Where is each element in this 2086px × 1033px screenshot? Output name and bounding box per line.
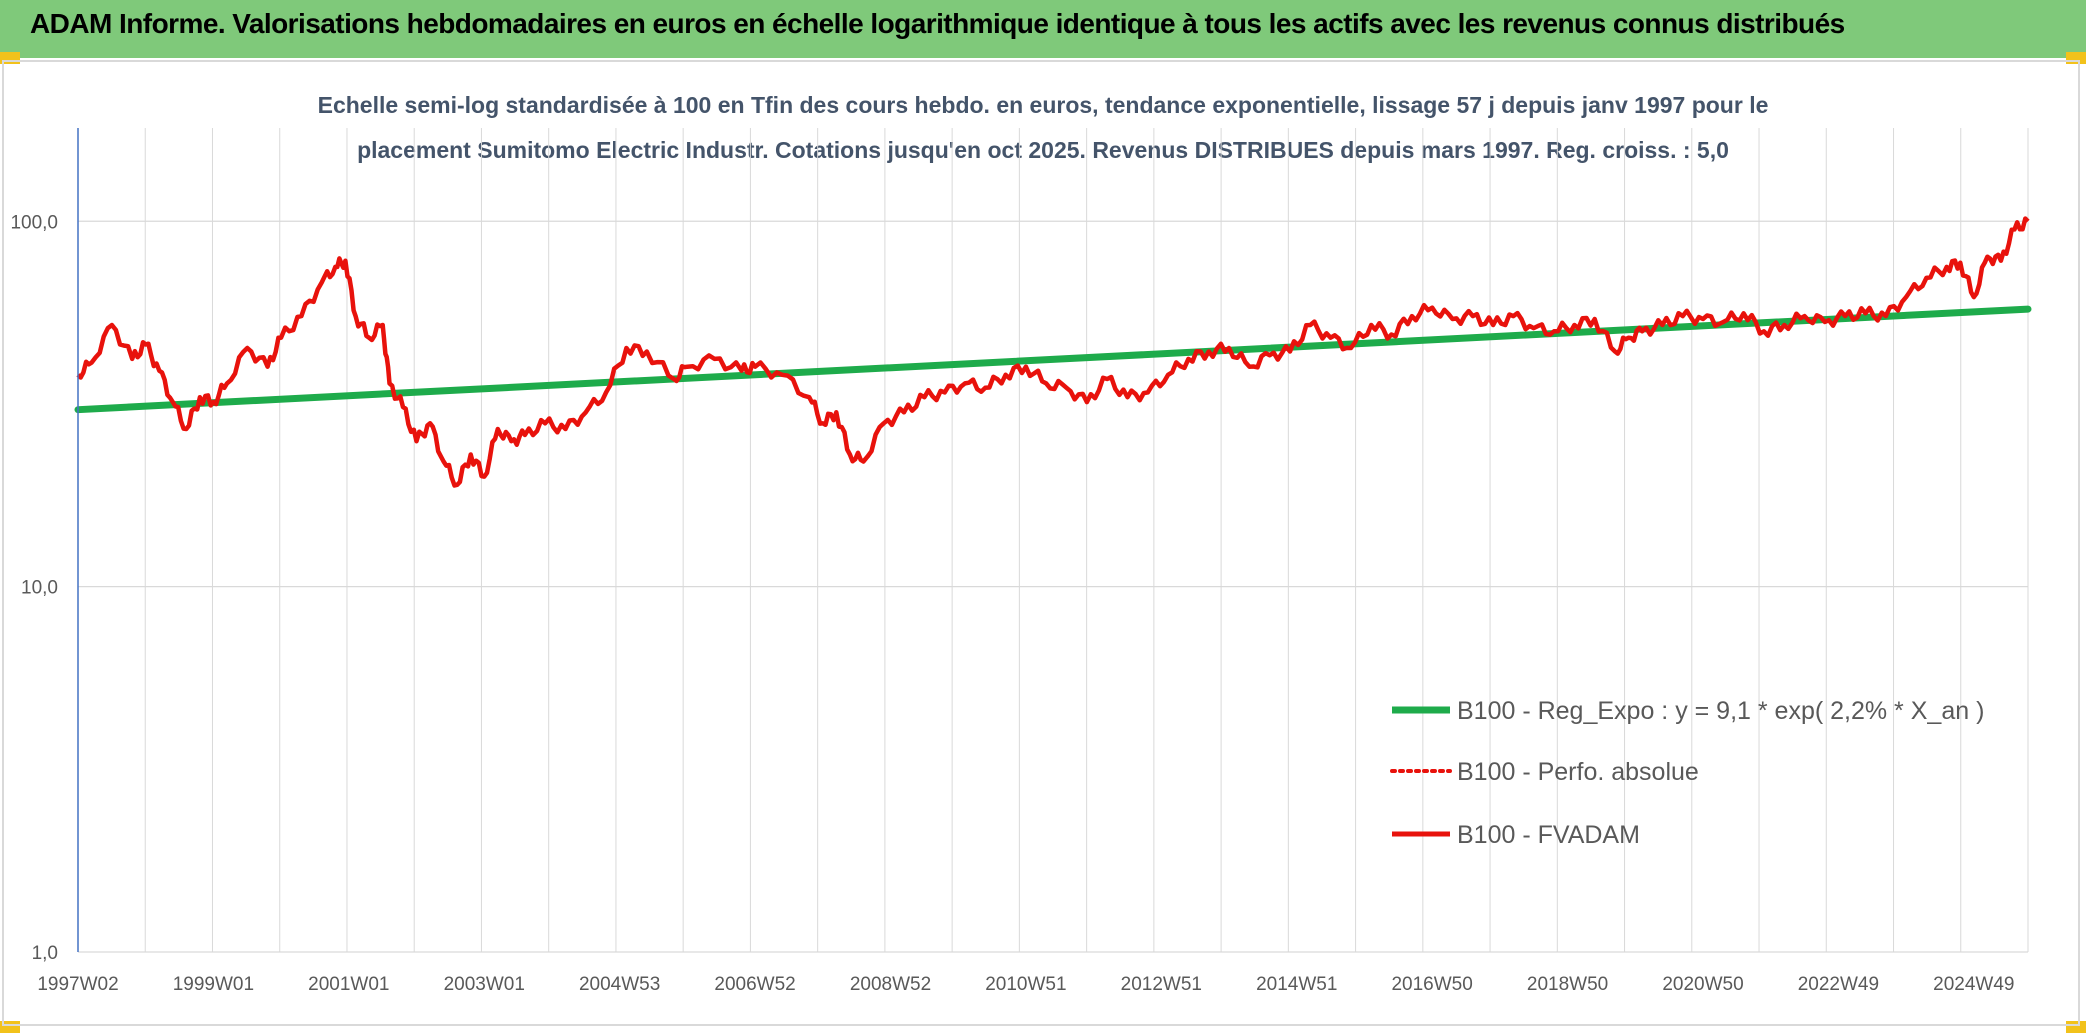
x-axis-ticks: 1997W02 1999W01 2001W01 2003W01 2004W53 2006W… [37,974,2014,995]
report-title: ADAM Informe. Valorisations hebdomadaire… [30,8,1845,39]
x-tick-label: 1997W02 [37,974,118,995]
gridlines [77,128,2029,953]
legend-label: B100 - Reg_Expo : y = 9,1 * exp( 2,2% * … [1457,697,1984,725]
x-tick-label: 2001W01 [308,974,389,995]
x-tick-label: 2003W01 [444,974,525,995]
series-line-regression [74,305,2032,414]
legend-label: B100 - Perfo. absolue [1457,758,1699,786]
x-tick-label: 2018W50 [1527,974,1608,995]
x-tick-label: 2022W49 [1798,974,1879,995]
chart-frame [2,60,2080,1026]
x-tick-label: 2016W50 [1391,974,1472,995]
x-tick-label: 2024W49 [1933,974,2014,995]
legend-item-perfo-absolue: B100 - Perfo. absolue [1390,758,1699,786]
x-tick-label: 2008W52 [850,974,931,995]
legend-item-fvadam: B100 - FVADAM [1392,821,1640,849]
x-tick-label: 1999W01 [173,974,254,995]
y-tick-label: 1,0 [32,943,58,964]
x-tick-label: 2020W50 [1662,974,1743,995]
chart-title-line-2: placement Sumitomo Electric Industr. Cot… [357,137,1729,163]
legend-item-regression: B100 - Reg_Expo : y = 9,1 * exp( 2,2% * … [1392,697,1984,725]
x-tick-label: 2004W53 [579,974,660,995]
series-line-fvadam [76,216,2030,488]
legend-label: B100 - FVADAM [1457,821,1640,849]
report-header: ADAM Informe. Valorisations hebdomadaire… [0,0,2086,58]
y-axis-ticks: 100,0 10,0 1,0 [10,212,58,964]
series-lines [74,216,2032,488]
x-tick-label: 2014W51 [1256,974,1337,995]
chart-title-line-1: Echelle semi-log standardisée à 100 en T… [318,92,1769,118]
y-tick-label: 100,0 [10,212,58,233]
y-tick-label: 10,0 [21,578,58,599]
x-tick-label: 2012W51 [1121,974,1202,995]
x-tick-label: 2010W51 [985,974,1066,995]
x-tick-label: 2006W52 [714,974,795,995]
legend: B100 - Reg_Expo : y = 9,1 * exp( 2,2% * … [1390,697,1984,849]
